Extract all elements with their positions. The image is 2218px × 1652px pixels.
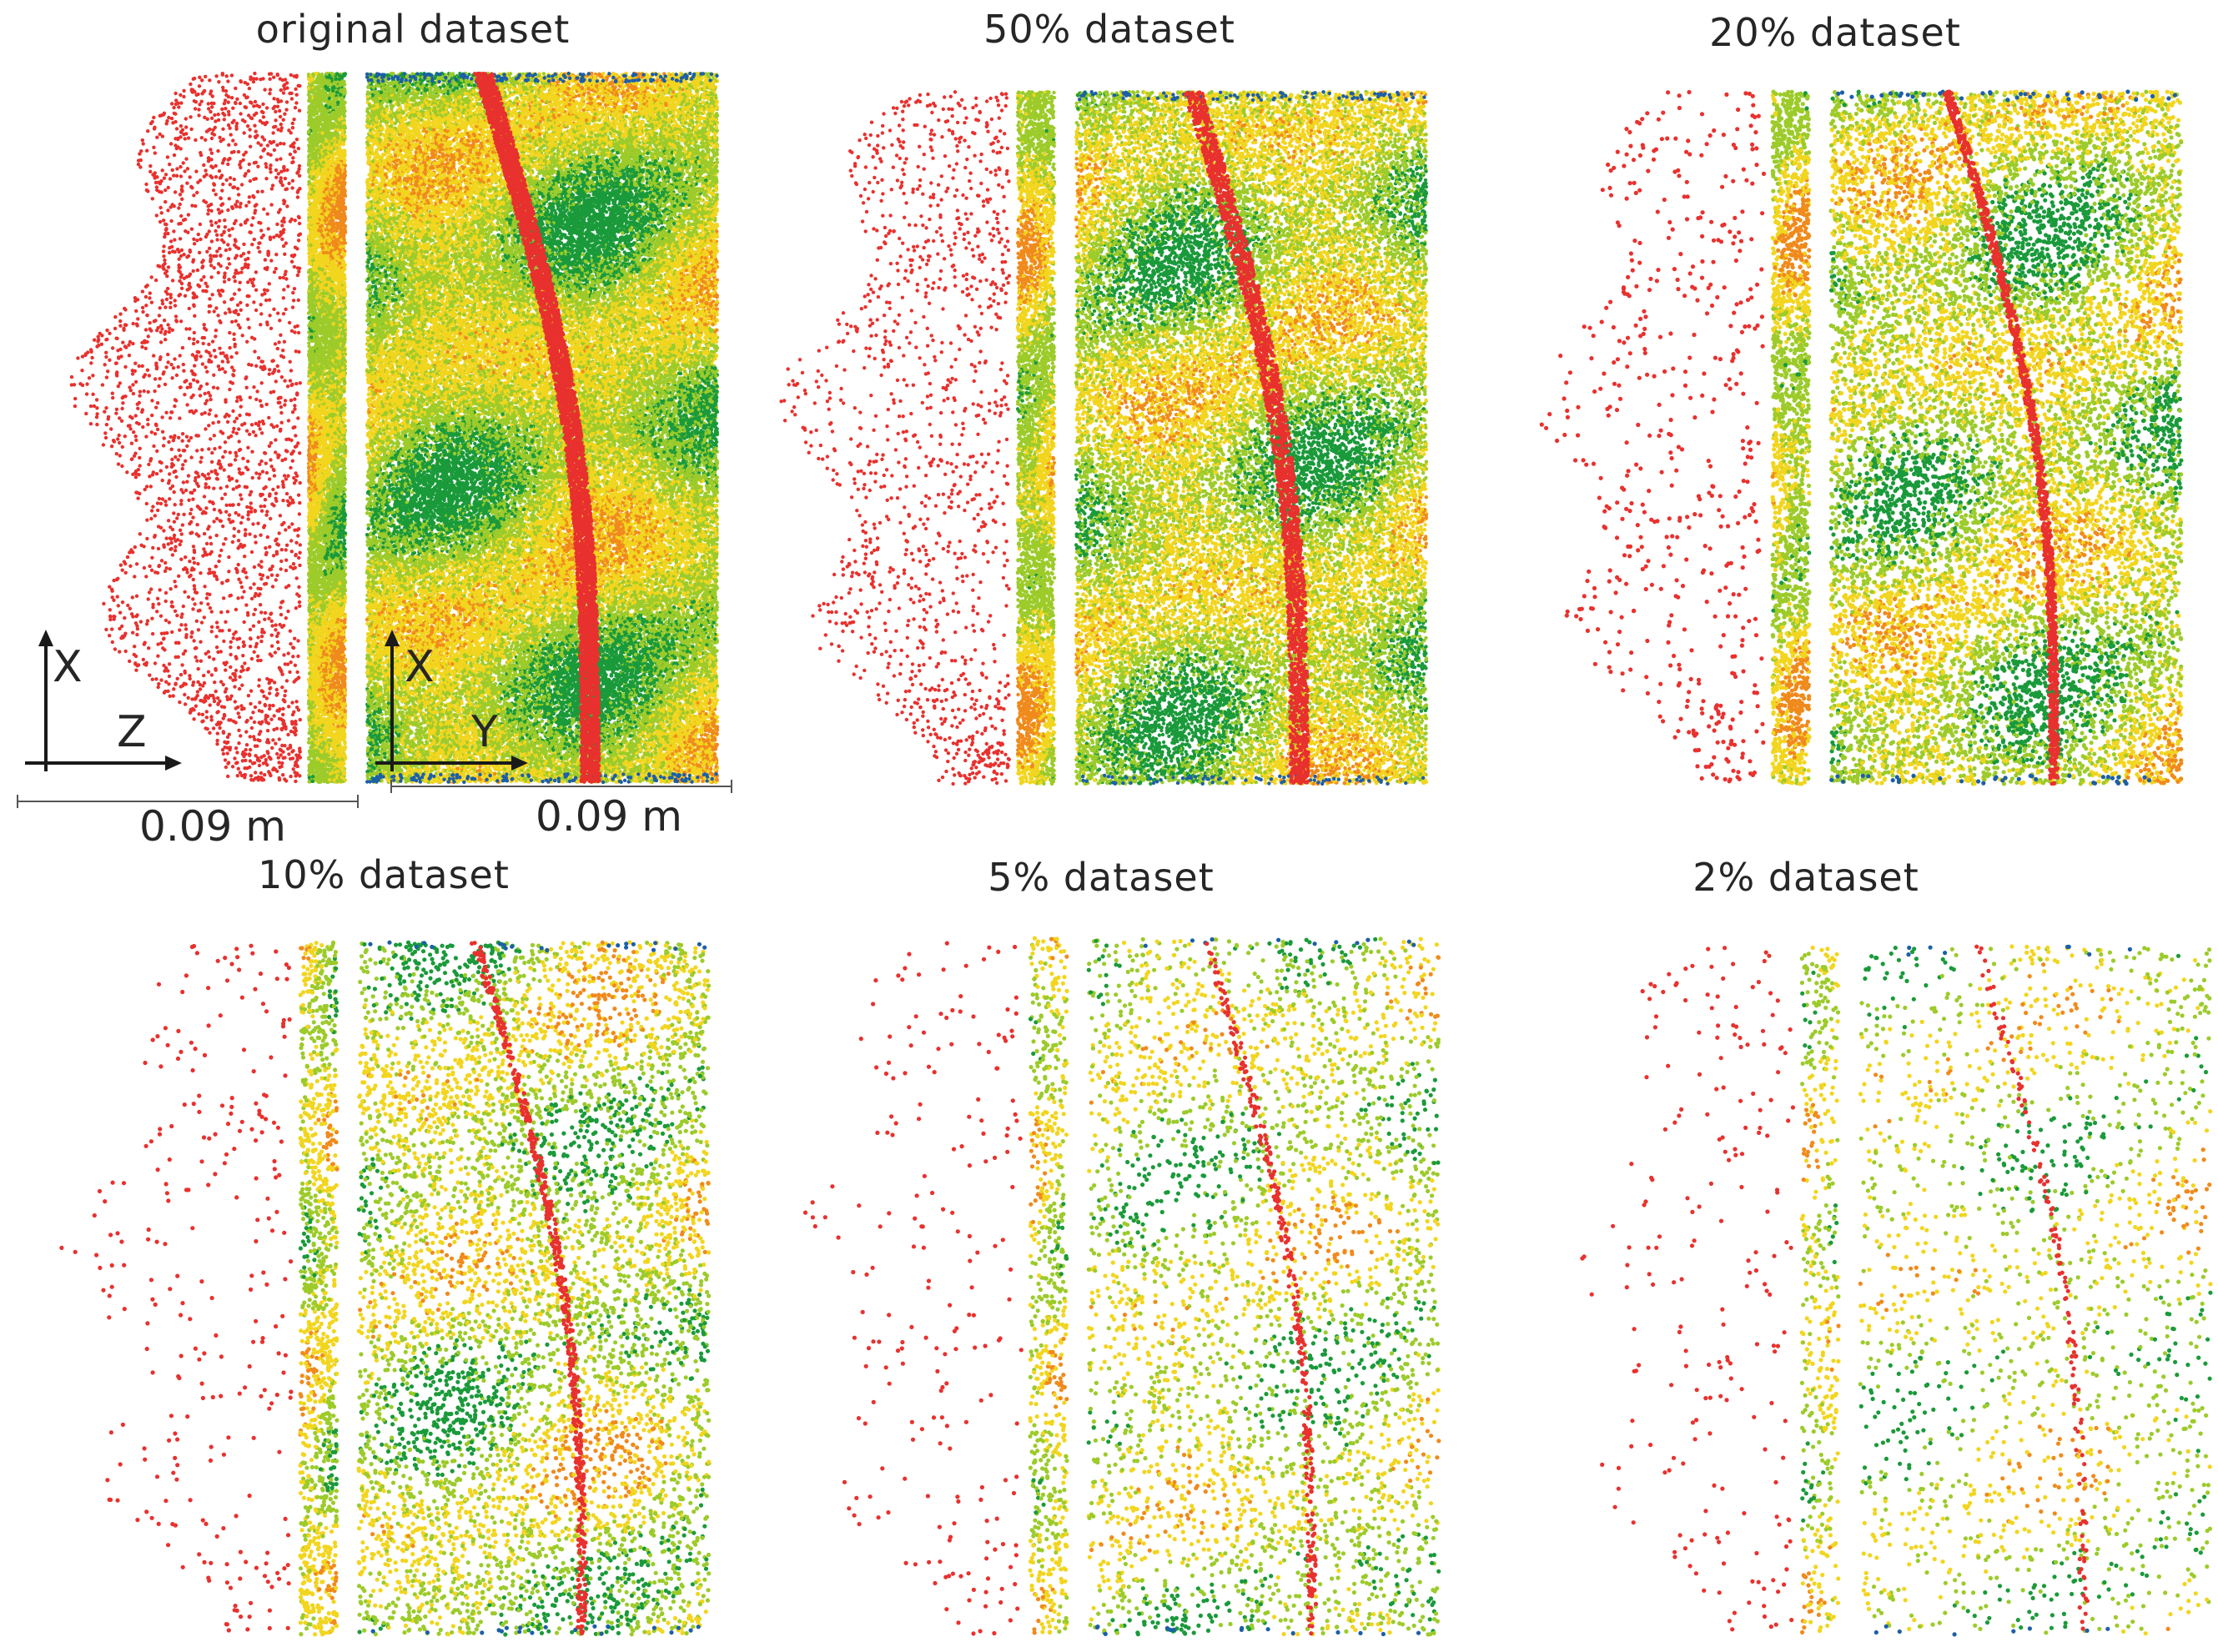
point-cloud-figure: original dataset 50% dataset 20% dataset… xyxy=(0,0,2218,1652)
